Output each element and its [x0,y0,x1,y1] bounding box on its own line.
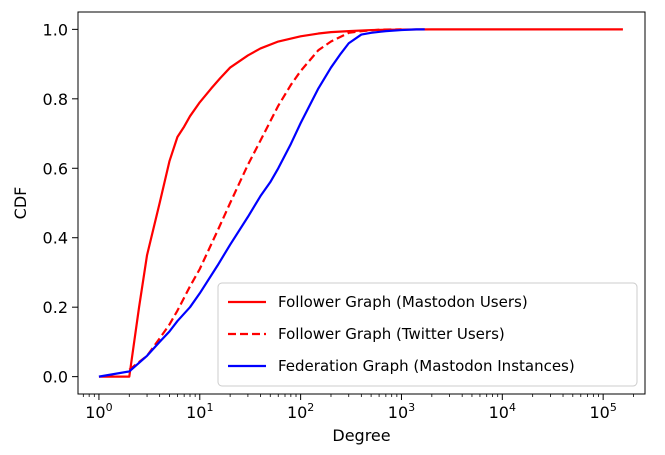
y-tick-label: 0.4 [43,229,68,248]
legend-box [217,282,638,387]
legend-label-3: Federation Graph (Mastodon Instances) [278,357,575,375]
x-tick-label: 103 [388,401,415,422]
legend: Follower Graph (Mastodon Users) Follower … [217,282,638,387]
x-tick-label: 102 [287,401,314,422]
x-tick-label: 104 [489,401,516,422]
y-tick-label: 0.0 [43,368,68,387]
series-line-2 [128,28,402,371]
x-tick-label: 105 [589,401,616,422]
series-line-3 [98,28,425,378]
y-tick-label: 0.8 [43,90,68,109]
legend-label-2: Follower Graph (Twitter Users) [278,325,505,343]
x-tick-label: 101 [186,401,213,422]
x-axis-label: Degree [332,426,390,445]
y-axis-label: CDF [11,187,30,220]
y-tick-label: 0.2 [43,298,68,317]
legend-label-1: Follower Graph (Mastodon Users) [278,293,528,311]
x-tick-label: 100 [85,401,112,422]
y-tick-label: 0.6 [43,159,68,178]
plot-lines [98,28,623,378]
y-tick-label: 1.0 [43,20,68,39]
axes: 100 101 102 103 104 105 0.0 0.2 0.4 0.6 0.8 1.0 [43,20,634,422]
